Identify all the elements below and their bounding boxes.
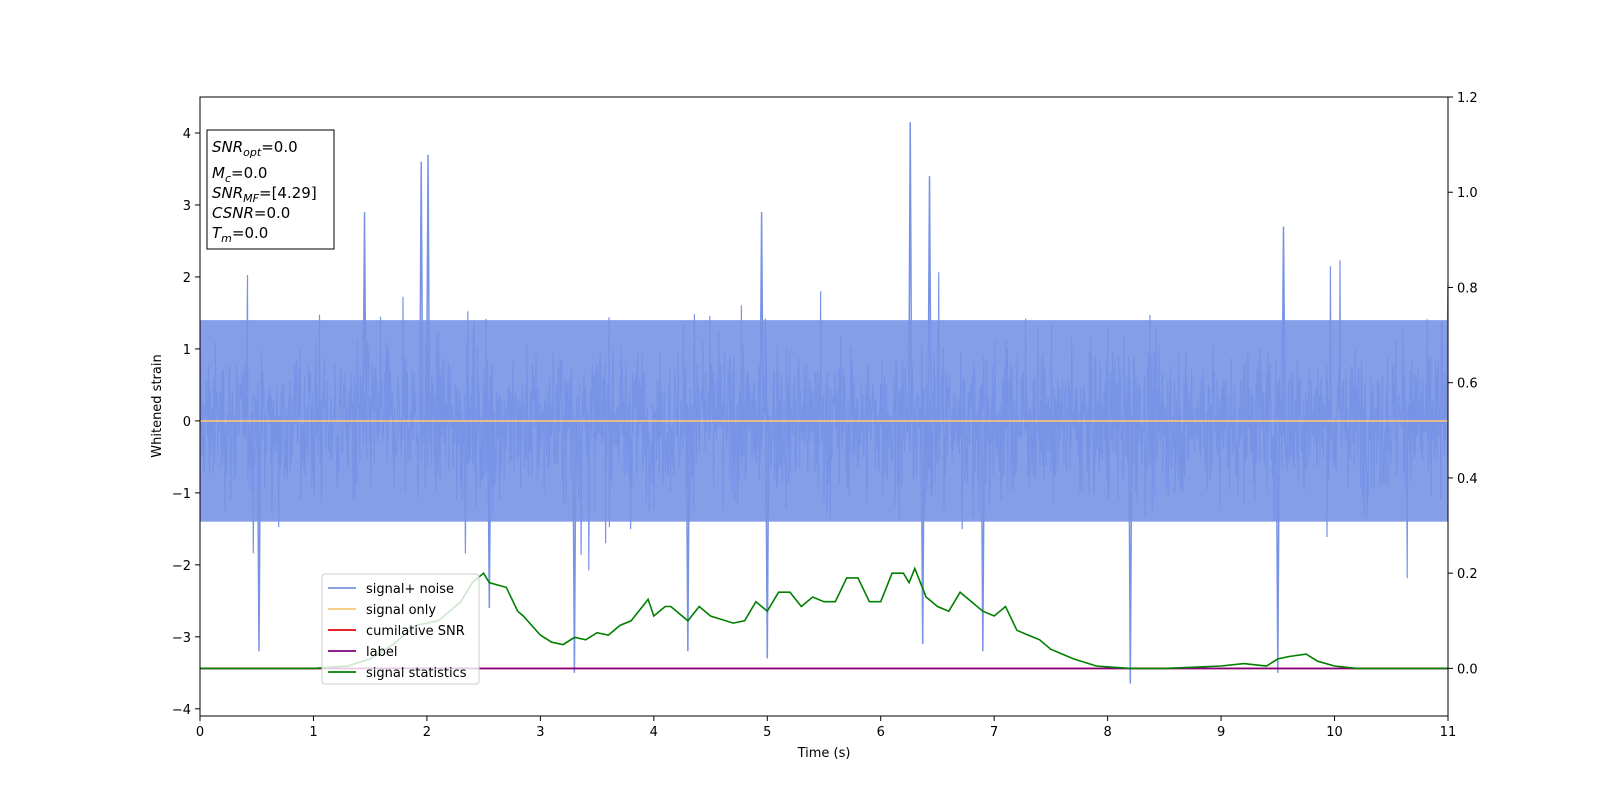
- legend-label-signal-only: signal only: [366, 603, 436, 618]
- x-tick-label: 5: [763, 725, 771, 740]
- legend-frame: [321, 573, 480, 685]
- x-axis-label: Time (s): [797, 746, 851, 761]
- x-tick-label: 7: [990, 725, 998, 740]
- y-axis-left: −4 −3 −2 −1 0 1 2 3 4: [172, 127, 200, 718]
- plot-frame: [199, 96, 1449, 717]
- signal-noise-spike: [759, 212, 764, 421]
- x-tick-label: 0: [196, 725, 204, 740]
- y-left-tick-label: 1: [183, 343, 191, 358]
- info-snr-opt: SNRopt=0.0: [212, 138, 298, 159]
- y-left-tick-label: −1: [172, 487, 191, 502]
- x-tick-label: 3: [536, 725, 544, 740]
- legend-label-cumilative-snr: cumilative SNR: [366, 624, 465, 639]
- x-tick-label: 2: [423, 725, 431, 740]
- y-left-tick-label: 0: [183, 415, 191, 430]
- signal-noise-spike: [418, 161, 424, 421]
- signal-noise-spike: [920, 420, 925, 645]
- y-right-tick-label: 0.8: [1457, 281, 1478, 296]
- info-box: SNRopt=0.0 Mc=0.0 SNRMF=[4.29] CSNR=0.0 …: [206, 129, 335, 250]
- info-box-frame: [206, 129, 335, 250]
- x-tick-label: 10: [1326, 725, 1343, 740]
- y-left-tick-label: 4: [183, 127, 191, 142]
- y-axis-right: 0.0 0.2 0.4 0.6 0.8 1.0 1.2: [1448, 91, 1478, 677]
- info-tm: Tm=0.0: [212, 224, 268, 245]
- info-snr-mf: SNRMF=[4.29]: [212, 184, 317, 205]
- y-axis-label: Whitened strain: [150, 354, 165, 457]
- y-right-tick-label: 0.6: [1457, 377, 1478, 392]
- y-left-tick-label: −2: [172, 559, 191, 574]
- signal-noise-spike: [1281, 226, 1286, 421]
- y-right-tick-label: 0.0: [1457, 662, 1478, 677]
- x-axis: 0 1 2 3 4 5 6 7 8 9 10 11: [196, 716, 1456, 740]
- legend: signal+ noise signal only cumilative SNR la…: [321, 573, 480, 685]
- y-right-tick-label: 1.0: [1457, 186, 1478, 201]
- x-tick-label: 11: [1440, 725, 1457, 740]
- signal-noise-spike: [927, 176, 932, 421]
- y-left-tick-label: −3: [172, 631, 191, 646]
- y-left-tick-label: 3: [183, 199, 191, 214]
- x-tick-label: 9: [1217, 725, 1225, 740]
- y-right-tick-label: 0.4: [1457, 472, 1478, 487]
- x-tick-label: 8: [1103, 725, 1111, 740]
- signal-noise-spike: [1128, 420, 1133, 684]
- signal-noise-spike: [907, 122, 913, 421]
- legend-label-label: label: [366, 645, 397, 660]
- signal-statistics-line: [200, 566, 1448, 670]
- info-csnr: CSNR=0.0: [212, 204, 290, 222]
- legend-items: signal+ noise signal only cumilative SNR la…: [328, 582, 467, 681]
- legend-label-signal-statistics: signal statistics: [366, 666, 467, 681]
- y-left-tick-label: −4: [172, 703, 191, 718]
- x-tick-label: 6: [877, 725, 885, 740]
- signal-noise-spike: [425, 154, 431, 421]
- info-mc: Mc=0.0: [212, 164, 267, 185]
- signal-noise-spike: [1445, 284, 1448, 421]
- y-right-tick-label: 0.2: [1457, 567, 1478, 582]
- y-right-tick-label: 1.2: [1457, 91, 1478, 106]
- x-tick-label: 1: [309, 725, 317, 740]
- y-left-tick-label: 2: [183, 271, 191, 286]
- x-tick-label: 4: [650, 725, 658, 740]
- legend-label-signal-noise: signal+ noise: [366, 582, 454, 597]
- signal-noise-spike: [362, 212, 367, 421]
